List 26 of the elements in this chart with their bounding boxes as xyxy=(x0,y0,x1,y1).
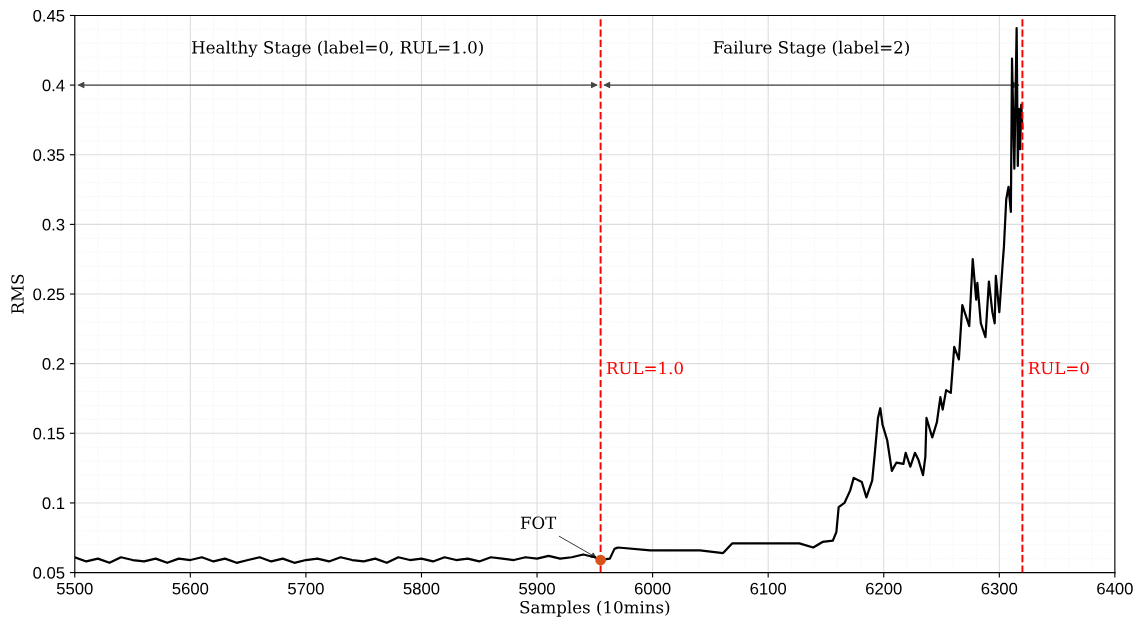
y-tick-label: 0.1 xyxy=(42,497,65,510)
y-tick-label: 0.05 xyxy=(33,566,65,579)
annotation: RUL=0 xyxy=(1028,361,1089,375)
y-tick-label: 0.2 xyxy=(42,358,65,370)
y-axis-title: RMS xyxy=(11,274,24,314)
y-tick-label: 0.25 xyxy=(33,288,65,301)
x-tick-label: 6200 xyxy=(866,582,902,595)
y-tick-label: 0.35 xyxy=(33,149,65,161)
y-tick-label: 0.4 xyxy=(42,79,65,92)
annotation: RUL=1.0 xyxy=(606,361,683,375)
x-tick-label: 6400 xyxy=(1097,582,1133,595)
x-tick-label: 5600 xyxy=(172,582,209,595)
annotation: Failure Stage (label=2) xyxy=(713,40,909,58)
y-tick-label: 0.15 xyxy=(33,427,65,440)
x-tick-label: 5700 xyxy=(288,582,324,595)
annotation: Healthy Stage (label=0, RUL=1.0) xyxy=(192,40,483,58)
x-tick-label: 6100 xyxy=(750,582,787,595)
x-tick-label: 6000 xyxy=(634,582,671,595)
x-tick-label: 5500 xyxy=(56,582,93,595)
x-tick-label: 5800 xyxy=(403,582,440,595)
x-axis-title: Samples (10mins) xyxy=(520,600,670,617)
y-tick-label: 0.3 xyxy=(42,218,65,231)
y-tick-label: 0.45 xyxy=(33,9,65,22)
x-tick-label: 5900 xyxy=(519,582,555,595)
annotation: FOT xyxy=(520,516,557,530)
x-tick-label: 6300 xyxy=(981,582,1018,595)
